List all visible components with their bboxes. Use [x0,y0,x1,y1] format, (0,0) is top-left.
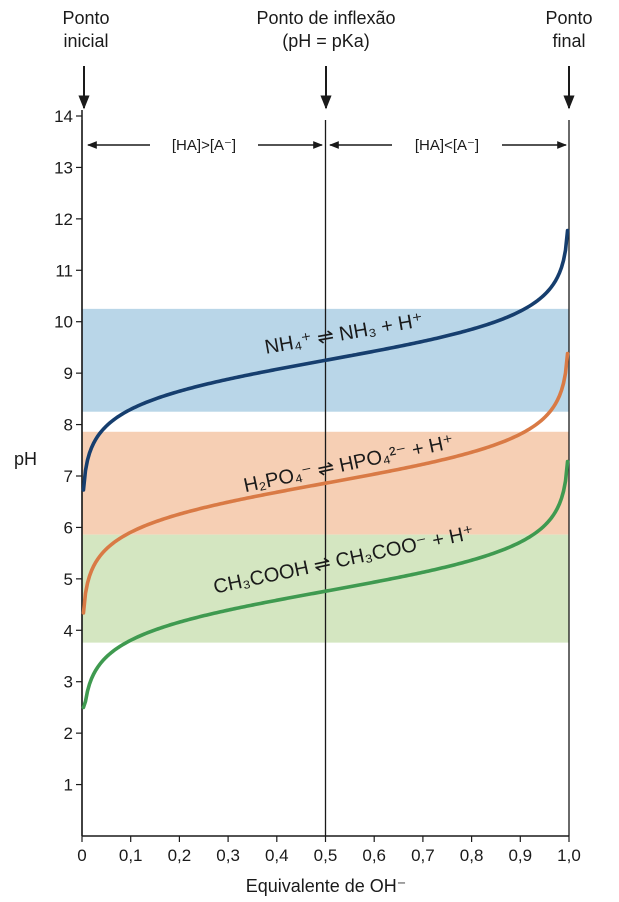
y-tick-label-14: 14 [54,107,73,126]
x-axis-title: Equivalente de OH⁻ [246,876,407,896]
marker-label-inflection-1: Ponto de inflexão [256,8,395,28]
marker-label-start-2: inicial [63,31,108,51]
y-tick-label-9: 9 [64,364,73,383]
x-tick-label-7: 0,7 [411,846,435,865]
x-tick-label-2: 0,2 [168,846,192,865]
titration-curve-2 [81,459,570,710]
y-tick-label-6: 6 [64,518,73,537]
x-tick-label-5: 0,5 [314,846,338,865]
x-tick-label-9: 0,9 [508,846,532,865]
x-tick-label-8: 0,8 [460,846,484,865]
y-axis-title: pH [14,449,37,469]
marker-label-start-1: Ponto [62,8,109,28]
x-tick-label-4: 0,4 [265,846,289,865]
region-label-acid: [HA]>[A⁻] [172,137,236,154]
marker-label-end-1: Ponto [545,8,592,28]
y-tick-label-8: 8 [64,416,73,435]
titration-curves [81,228,570,710]
x-tick-label-3: 0,3 [216,846,240,865]
x-tick-label-0: 0 [77,846,86,865]
marker-label-inflection-2: (pH = pKa) [282,31,370,51]
x-tick-label-10: 1,0 [557,846,581,865]
y-tick-label-2: 2 [64,724,73,743]
y-tick-label-7: 7 [64,467,73,486]
titration-curve-1 [81,351,570,615]
x-tick-label-1: 0,1 [119,846,143,865]
y-tick-label-4: 4 [64,621,73,640]
y-tick-label-11: 11 [55,261,73,280]
titration-curve-0 [81,228,570,492]
x-tick-label-6: 0,6 [362,846,386,865]
marker-label-end-2: final [552,31,585,51]
y-tick-label-3: 3 [64,673,73,692]
y-tick-label-10: 10 [54,313,73,332]
y-tick-label-1: 1 [64,776,73,795]
region-label-base: [HA]<[A⁻] [415,137,479,154]
y-tick-label-13: 13 [54,158,73,177]
marker-labels: Ponto inicial Ponto de inflexão (pH = pK… [62,8,592,154]
y-tick-label-5: 5 [64,570,73,589]
y-tick-label-12: 12 [54,210,73,229]
